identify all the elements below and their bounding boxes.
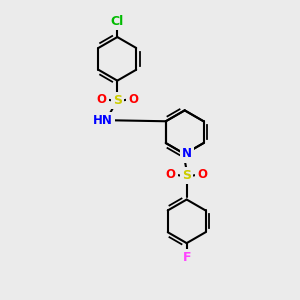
- Text: HN: HN: [92, 114, 112, 127]
- Text: O: O: [166, 168, 176, 181]
- Text: N: N: [182, 148, 192, 160]
- Text: Cl: Cl: [111, 15, 124, 28]
- Text: S: S: [113, 94, 122, 107]
- Text: O: O: [197, 168, 208, 181]
- Text: S: S: [182, 169, 191, 182]
- Text: F: F: [182, 251, 191, 265]
- Text: O: O: [97, 93, 106, 106]
- Text: O: O: [128, 93, 138, 106]
